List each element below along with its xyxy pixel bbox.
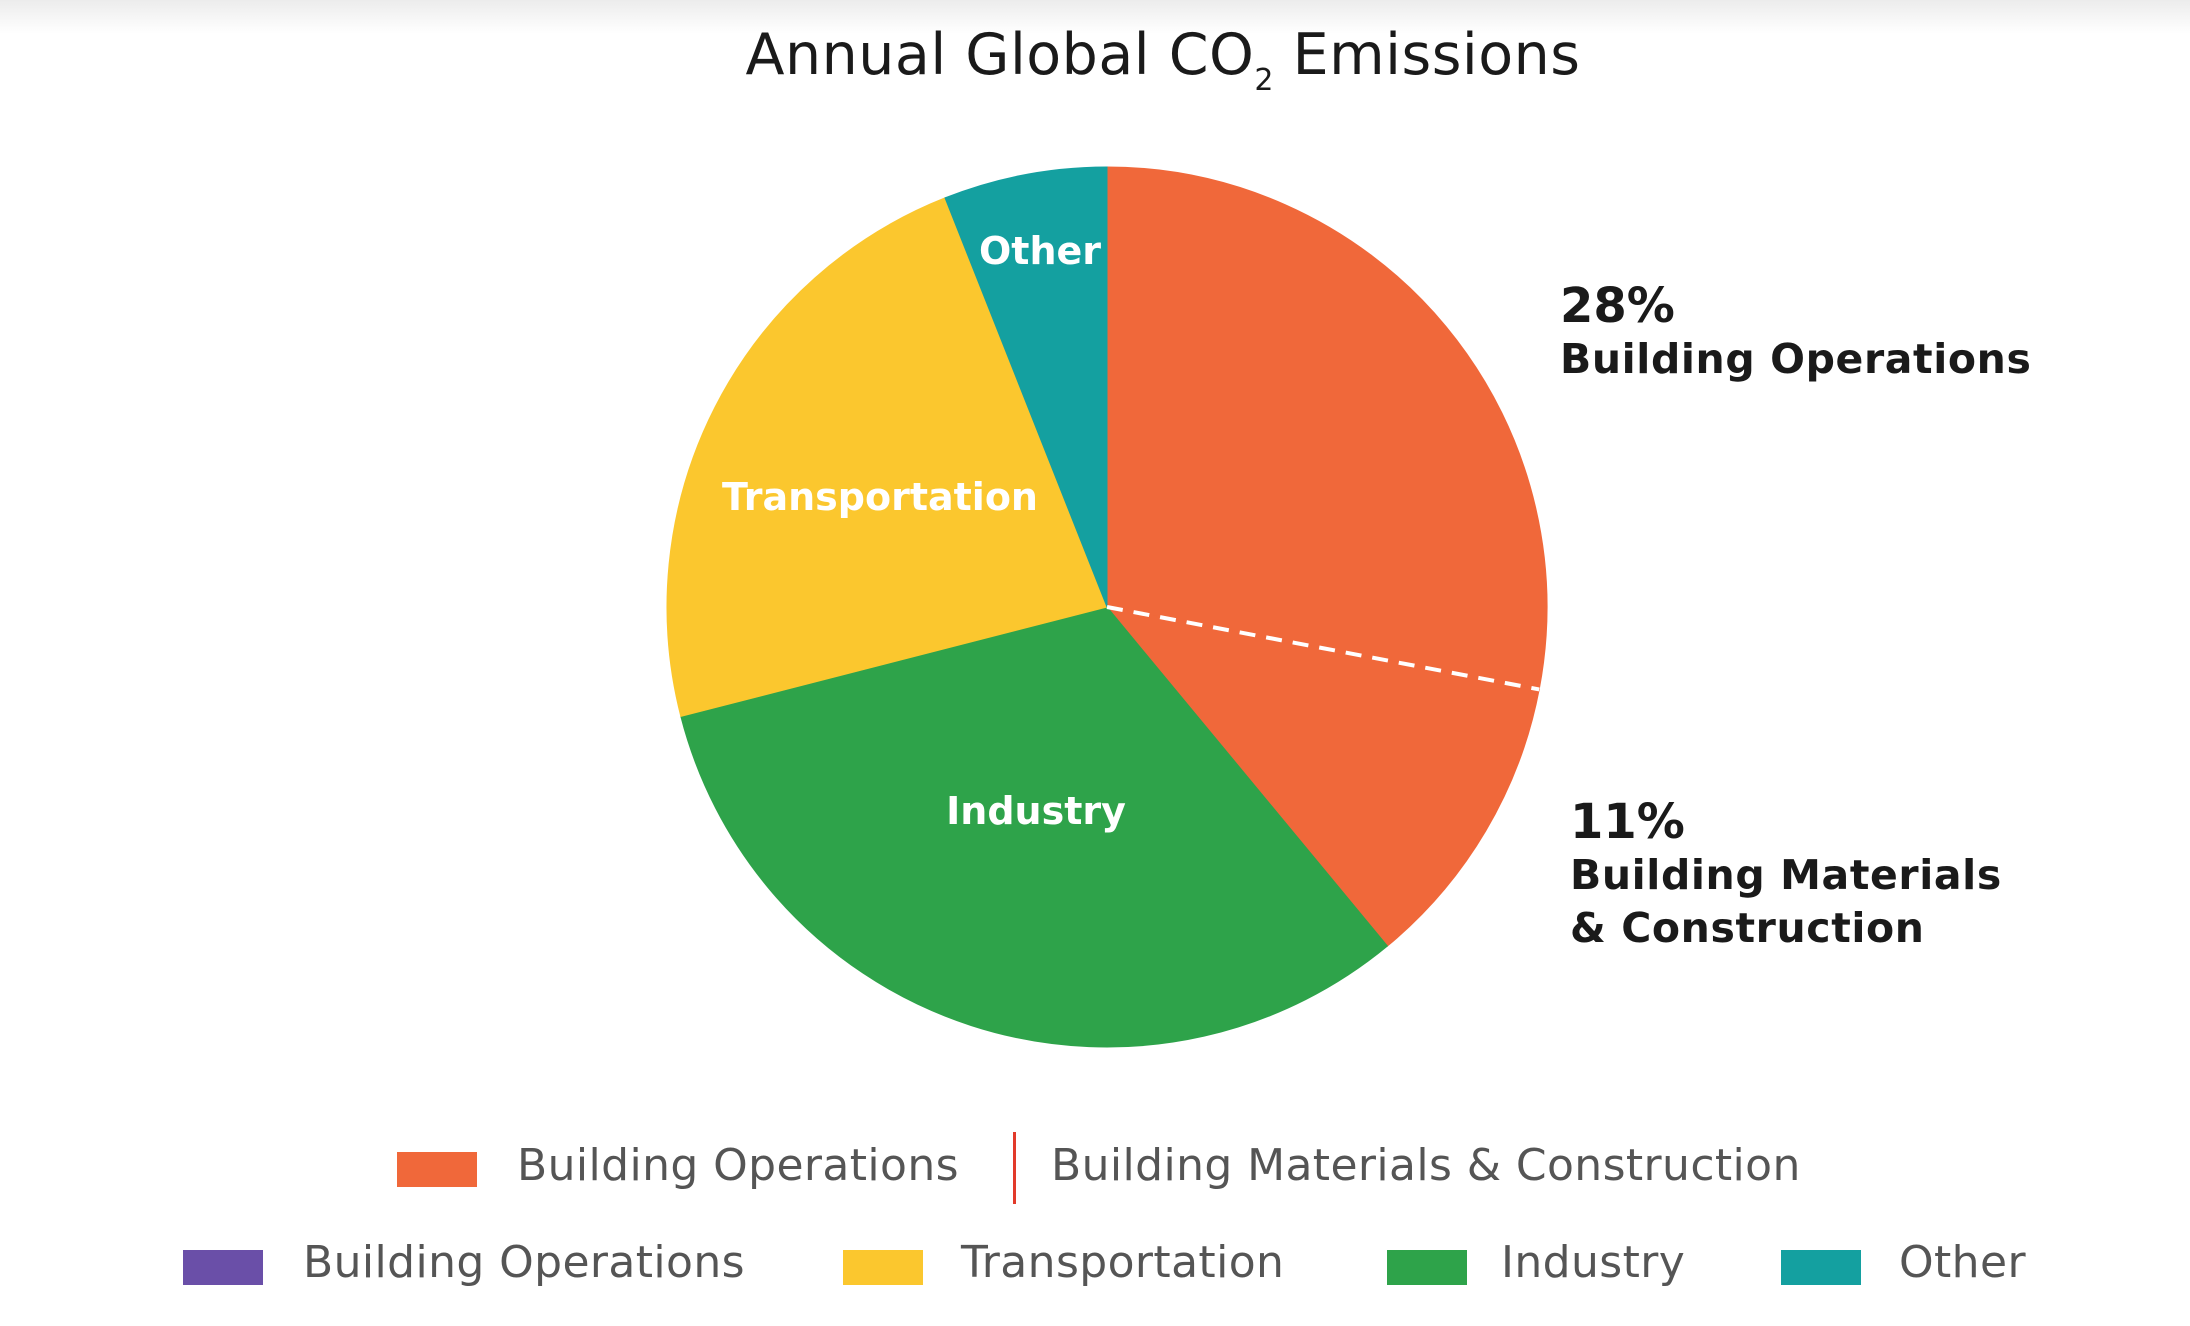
slice-label-other: Other — [979, 229, 1101, 273]
pie-slice-building-operations — [1106, 166, 1548, 691]
slice-label-industry: Industry — [946, 789, 1126, 833]
legend-label-building-operations: Building Operations — [303, 1237, 745, 1288]
legend-swatch-industry — [1387, 1250, 1467, 1285]
legend-row-2: Building Operations Transportation Indus… — [0, 1232, 2190, 1302]
pie-slices — [666, 166, 1548, 1048]
slice-separator-dashed — [1106, 605, 1540, 692]
legend-swatch-transportation — [843, 1250, 923, 1285]
callout-percent: 28% — [1560, 278, 1675, 334]
callout-label: Building Operations — [1560, 335, 2032, 383]
legend-label-building-materials: Building Materials & Construction — [1051, 1140, 1801, 1191]
top-shade — [0, 0, 2190, 34]
chart-title-suffix: Emissions — [1274, 22, 1581, 88]
slice-label-transportation: Transportation — [722, 475, 1038, 519]
callout-building-materials: 11% Building Materials & Construction — [1570, 796, 2002, 955]
legend-swatch-building-operations — [397, 1152, 477, 1187]
legend-row-1: Building Operations Building Materials &… — [0, 1132, 2190, 1204]
callout-label-line2: & Construction — [1570, 904, 1925, 952]
callout-building-operations: 28% Building Operations — [1560, 280, 2031, 386]
legend-label-transportation: Transportation — [961, 1237, 1285, 1288]
legend-label-other: Other — [1899, 1237, 2026, 1288]
legend-label-building-operations: Building Operations — [517, 1140, 959, 1191]
pie-slice-industry — [680, 606, 1389, 1048]
legend-swatch-building-operations-purple — [183, 1250, 263, 1285]
callout-percent: 11% — [1570, 794, 1685, 850]
pie-slice-building-materials-construction — [1105, 606, 1540, 947]
legend-swatch-other — [1781, 1250, 1861, 1285]
pie-slice-transportation — [666, 197, 1108, 718]
chart-title-subscript: 2 — [1254, 63, 1275, 98]
callout-label-line1: Building Materials — [1570, 851, 2002, 899]
chart-title-text: Annual Global CO — [745, 22, 1255, 88]
pie-slice-other — [944, 166, 1108, 608]
legend-label-industry: Industry — [1501, 1237, 1686, 1288]
legend-separator — [1013, 1132, 1016, 1204]
chart-title: Annual Global CO2 Emissions — [0, 22, 2190, 98]
